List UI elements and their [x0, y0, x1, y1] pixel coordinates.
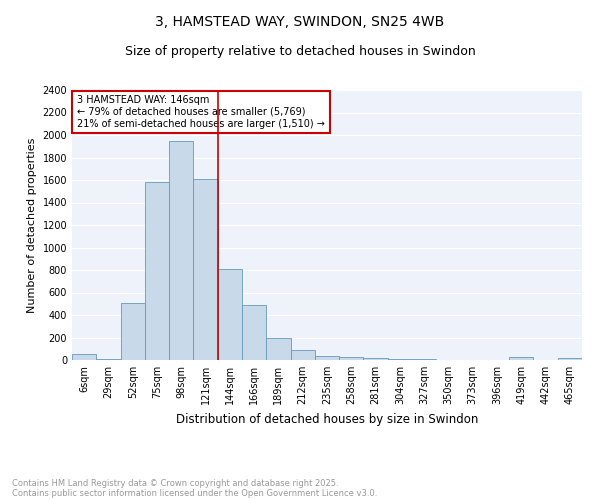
Y-axis label: Number of detached properties: Number of detached properties — [27, 138, 37, 312]
Text: Contains public sector information licensed under the Open Government Licence v3: Contains public sector information licen… — [12, 488, 377, 498]
Bar — [242, 305, 266, 360]
Bar — [193, 179, 218, 360]
X-axis label: Distribution of detached houses by size in Swindon: Distribution of detached houses by size … — [176, 412, 478, 426]
Bar — [169, 140, 193, 360]
Text: 3, HAMSTEAD WAY, SWINDON, SN25 4WB: 3, HAMSTEAD WAY, SWINDON, SN25 4WB — [155, 15, 445, 29]
Bar — [509, 357, 533, 360]
Bar — [266, 338, 290, 360]
Bar — [315, 356, 339, 360]
Bar — [558, 358, 582, 360]
Bar — [388, 359, 412, 360]
Text: 3 HAMSTEAD WAY: 146sqm
← 79% of detached houses are smaller (5,769)
21% of semi-: 3 HAMSTEAD WAY: 146sqm ← 79% of detached… — [77, 96, 325, 128]
Text: Contains HM Land Registry data © Crown copyright and database right 2025.: Contains HM Land Registry data © Crown c… — [12, 478, 338, 488]
Text: Size of property relative to detached houses in Swindon: Size of property relative to detached ho… — [125, 45, 475, 58]
Bar — [121, 302, 145, 360]
Bar — [339, 357, 364, 360]
Bar — [364, 358, 388, 360]
Bar — [218, 270, 242, 360]
Bar — [72, 354, 96, 360]
Bar — [290, 350, 315, 360]
Bar — [145, 182, 169, 360]
